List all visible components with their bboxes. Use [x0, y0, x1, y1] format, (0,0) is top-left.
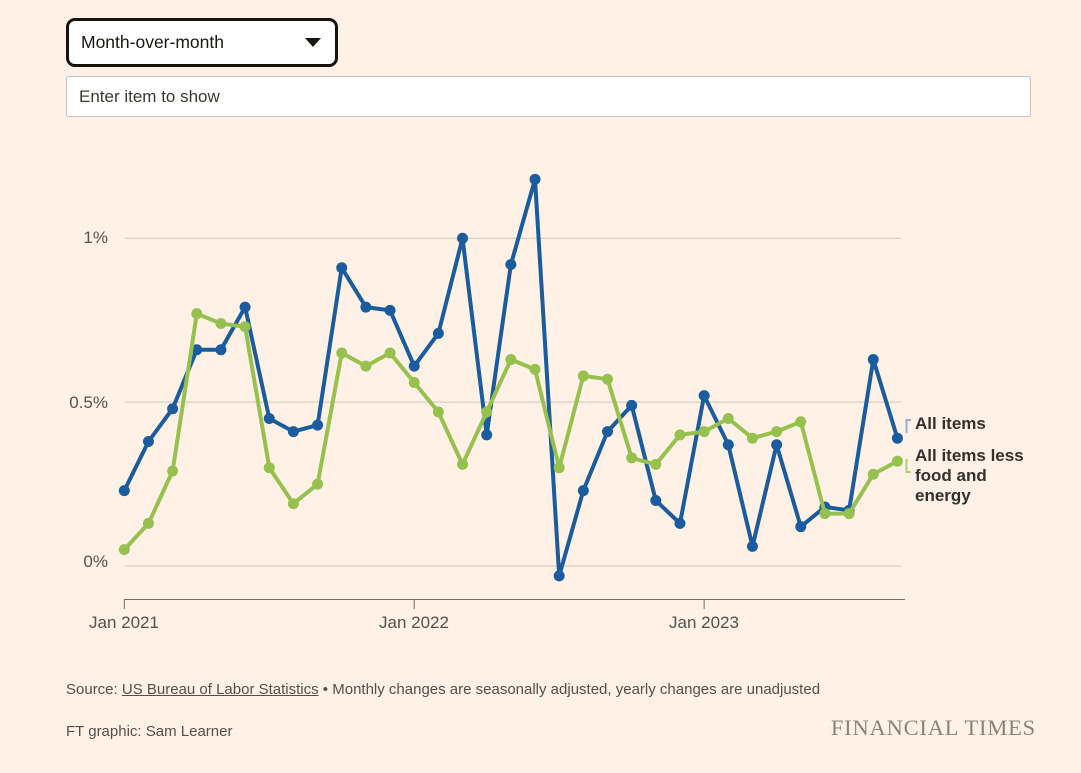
y-axis-tick-label: 0%	[83, 552, 108, 571]
item-search-input[interactable]	[66, 76, 1031, 117]
source-note: Source: US Bureau of Labor Statistics • …	[66, 679, 846, 700]
series-label-all-items: All items	[915, 414, 986, 433]
y-axis-tick-label: 0.5%	[69, 393, 108, 412]
chevron-down-icon	[305, 38, 321, 47]
source-suffix: • Monthly changes are seasonally adjuste…	[318, 681, 821, 698]
series-label-core: All items less food and energy	[915, 446, 1024, 505]
source-prefix: Source:	[66, 681, 122, 698]
x-axis-tick-label: Jan 2022	[379, 613, 449, 632]
view-mode-dropdown[interactable]: Month-over-month	[66, 18, 338, 67]
ft-logo: FINANCIAL TIMES	[830, 715, 1036, 740]
view-mode-dropdown-value: Month-over-month	[81, 32, 224, 52]
x-axis-tick-label: Jan 2023	[669, 613, 739, 632]
x-axis-tick-label: Jan 2021	[89, 613, 159, 632]
y-axis-tick-label: 1%	[83, 228, 108, 247]
ft-credit: FT graphic: Sam Learner	[66, 723, 233, 740]
source-link[interactable]: US Bureau of Labor Statistics	[121, 681, 319, 698]
